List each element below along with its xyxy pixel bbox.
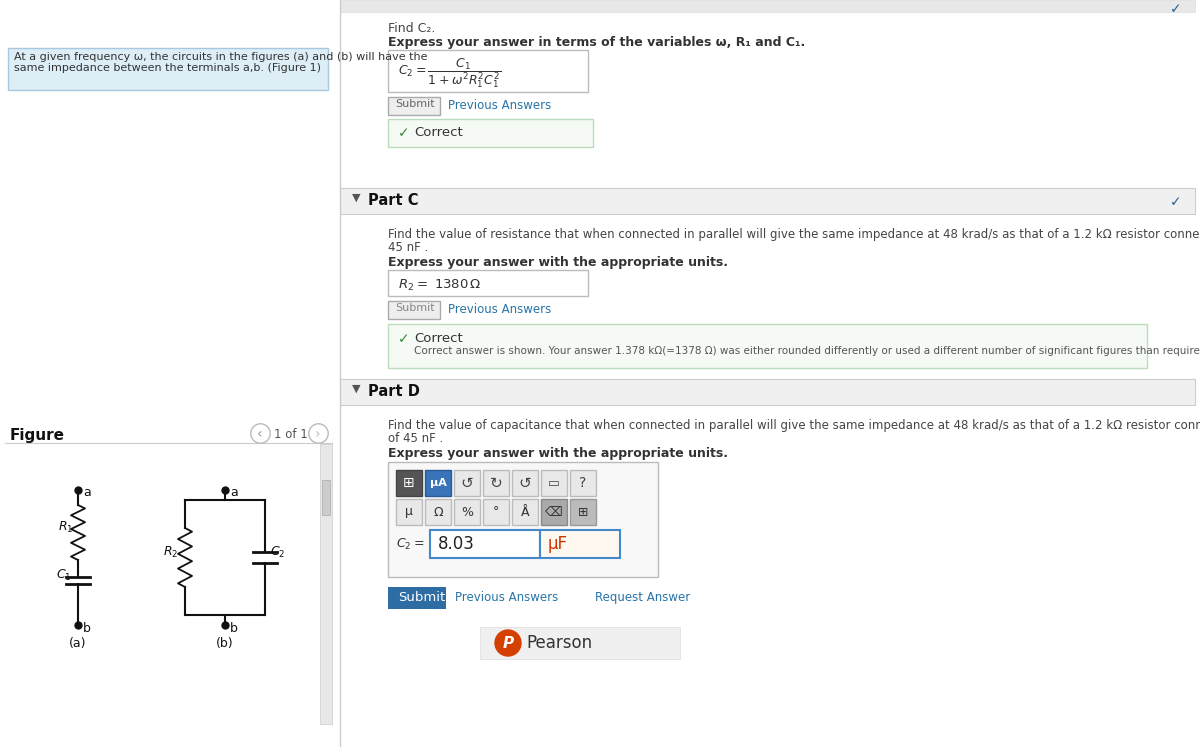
Text: μA: μA <box>430 478 446 488</box>
Text: %: % <box>461 506 473 518</box>
Text: ⊞: ⊞ <box>577 506 588 518</box>
Text: Previous Answers: Previous Answers <box>448 99 551 112</box>
Text: $R_1$: $R_1$ <box>58 520 73 535</box>
Text: ▼: ▼ <box>352 384 360 394</box>
Text: $C_2 =$: $C_2 =$ <box>396 536 425 551</box>
Text: ✓: ✓ <box>398 126 409 140</box>
Text: b: b <box>83 622 91 635</box>
FancyBboxPatch shape <box>482 470 509 496</box>
Text: Express your answer with the appropriate units.: Express your answer with the appropriate… <box>388 447 728 460</box>
Text: °: ° <box>493 506 499 518</box>
Text: Submit: Submit <box>395 303 434 313</box>
Text: μ: μ <box>406 506 413 518</box>
FancyBboxPatch shape <box>340 188 1195 214</box>
Text: ?: ? <box>580 476 587 490</box>
Text: $C_2 = \dfrac{C_1}{1+\omega^2R_1^2C_1^2}$: $C_2 = \dfrac{C_1}{1+\omega^2R_1^2C_1^2}… <box>398 56 502 90</box>
Text: Submit: Submit <box>395 99 434 109</box>
FancyBboxPatch shape <box>430 530 540 558</box>
Text: same impedance between the terminals a,b. (Figure 1): same impedance between the terminals a,b… <box>14 63 322 73</box>
FancyBboxPatch shape <box>388 462 658 577</box>
Text: Correct answer is shown. Your answer 1.378 kΩ(=1378 Ω) was either rounded differ: Correct answer is shown. Your answer 1.3… <box>414 346 1200 356</box>
Text: ‹: ‹ <box>257 427 263 441</box>
FancyBboxPatch shape <box>320 444 332 724</box>
FancyBboxPatch shape <box>425 499 451 525</box>
Text: $C_2$: $C_2$ <box>270 545 286 560</box>
Text: ↺: ↺ <box>518 476 532 491</box>
Circle shape <box>496 630 521 656</box>
Text: ✓: ✓ <box>398 332 409 346</box>
Text: Part D: Part D <box>368 384 420 399</box>
Text: Part C: Part C <box>368 193 419 208</box>
Text: of 45 nF .: of 45 nF . <box>388 432 443 445</box>
Text: At a given frequency ω, the circuits in the figures (a) and (b) will have the: At a given frequency ω, the circuits in … <box>14 52 427 62</box>
Text: ▭: ▭ <box>548 477 560 489</box>
Text: Ω: Ω <box>433 506 443 518</box>
Text: (a): (a) <box>70 637 86 650</box>
Text: Find the value of capacitance that when connected in parallel will give the same: Find the value of capacitance that when … <box>388 419 1200 432</box>
Text: Previous Answers: Previous Answers <box>455 591 558 604</box>
Text: 8.03: 8.03 <box>438 535 475 553</box>
Text: $R_2$: $R_2$ <box>163 545 179 560</box>
Text: Previous Answers: Previous Answers <box>448 303 551 316</box>
FancyBboxPatch shape <box>322 480 330 515</box>
FancyBboxPatch shape <box>388 587 446 609</box>
FancyBboxPatch shape <box>388 97 440 115</box>
Text: 45 nF .: 45 nF . <box>388 241 428 254</box>
Text: Correct: Correct <box>414 332 463 345</box>
FancyBboxPatch shape <box>8 48 328 90</box>
Text: P: P <box>503 636 514 651</box>
Text: Find C₂.: Find C₂. <box>388 22 436 35</box>
Text: Express your answer with the appropriate units.: Express your answer with the appropriate… <box>388 256 728 269</box>
Text: Submit: Submit <box>398 591 445 604</box>
Text: ✓: ✓ <box>1170 2 1182 16</box>
FancyBboxPatch shape <box>482 499 509 525</box>
Text: (b): (b) <box>216 637 234 650</box>
FancyBboxPatch shape <box>570 499 596 525</box>
Text: Express your answer in terms of the variables ω, R₁ and C₁.: Express your answer in terms of the vari… <box>388 36 805 49</box>
FancyBboxPatch shape <box>512 499 538 525</box>
Text: 1 of 1: 1 of 1 <box>274 428 307 441</box>
Text: μF: μF <box>548 535 568 553</box>
FancyBboxPatch shape <box>454 470 480 496</box>
FancyBboxPatch shape <box>541 499 568 525</box>
Text: Request Answer: Request Answer <box>595 591 690 604</box>
Text: ↺: ↺ <box>461 476 473 491</box>
FancyBboxPatch shape <box>541 470 568 496</box>
FancyBboxPatch shape <box>454 499 480 525</box>
Text: $C_1$: $C_1$ <box>56 568 72 583</box>
FancyBboxPatch shape <box>340 0 1195 12</box>
Text: ↻: ↻ <box>490 476 503 491</box>
Text: Pearson: Pearson <box>526 634 592 652</box>
FancyBboxPatch shape <box>340 379 1195 405</box>
Text: Find the value of resistance that when connected in parallel will give the same : Find the value of resistance that when c… <box>388 228 1200 241</box>
FancyBboxPatch shape <box>480 627 680 659</box>
FancyBboxPatch shape <box>570 470 596 496</box>
FancyBboxPatch shape <box>425 470 451 496</box>
Text: ▼: ▼ <box>352 193 360 203</box>
FancyBboxPatch shape <box>396 470 422 496</box>
Text: ⊞: ⊞ <box>403 476 415 490</box>
FancyBboxPatch shape <box>388 119 593 147</box>
Text: b: b <box>230 622 238 635</box>
Text: Correct: Correct <box>414 126 463 139</box>
Text: ›: › <box>314 427 320 441</box>
Text: Å: Å <box>521 506 529 518</box>
Text: a: a <box>230 486 238 499</box>
FancyBboxPatch shape <box>388 50 588 92</box>
FancyBboxPatch shape <box>396 499 422 525</box>
Text: Figure: Figure <box>10 428 65 443</box>
FancyBboxPatch shape <box>540 530 620 558</box>
FancyBboxPatch shape <box>512 470 538 496</box>
FancyBboxPatch shape <box>388 270 588 296</box>
FancyBboxPatch shape <box>388 324 1147 368</box>
Text: ⌫: ⌫ <box>545 506 563 518</box>
FancyBboxPatch shape <box>388 301 440 319</box>
Text: a: a <box>83 486 91 499</box>
Text: ✓: ✓ <box>1170 195 1182 209</box>
Text: $R_2 = \ 1380\,\Omega$: $R_2 = \ 1380\,\Omega$ <box>398 277 481 293</box>
